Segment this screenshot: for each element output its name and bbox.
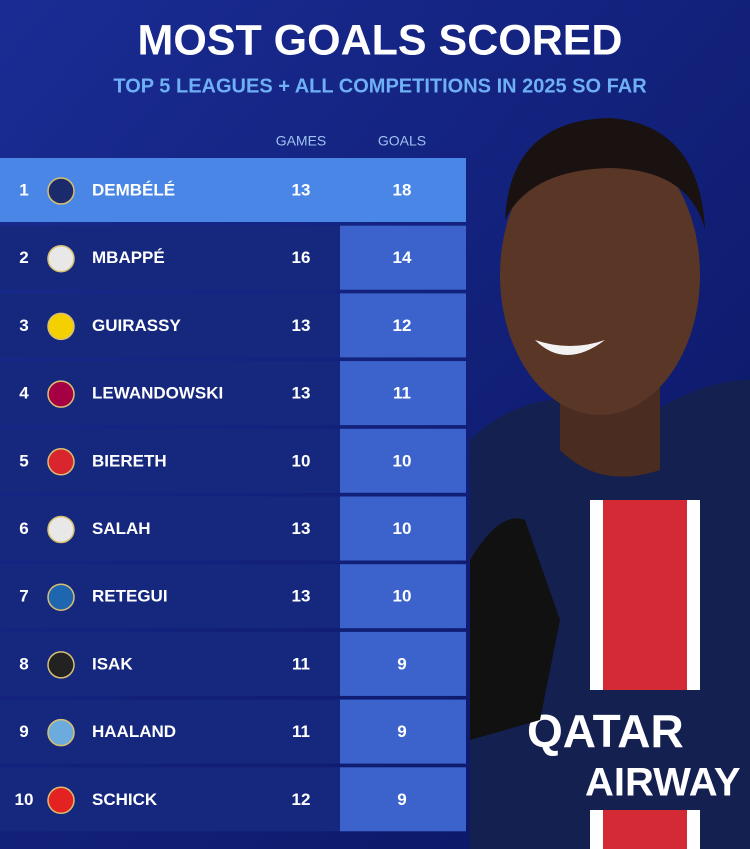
player-name: SCHICK — [92, 790, 158, 809]
shirt-text: QATAR — [527, 705, 684, 757]
player-name: MBAPPÉ — [92, 248, 165, 267]
goals: 9 — [397, 722, 406, 741]
player-name: LEWANDOWSKI — [92, 384, 223, 403]
games: 13 — [292, 180, 311, 199]
player-name: RETEGUI — [92, 587, 168, 606]
player-name: SALAH — [92, 519, 151, 538]
sponsor-band — [520, 690, 750, 810]
player-name: HAALAND — [92, 722, 176, 741]
games: 11 — [292, 654, 310, 673]
rank: 3 — [19, 316, 28, 335]
club-logo — [47, 244, 75, 273]
goals-cell — [340, 631, 466, 696]
games: 13 — [292, 316, 311, 335]
player-name: ISAK — [92, 654, 133, 673]
rank: 8 — [19, 654, 28, 673]
club-logo — [47, 312, 75, 341]
club-logo — [47, 583, 75, 611]
games: 16 — [292, 248, 311, 267]
goals-cell — [340, 428, 466, 493]
goals-cell — [340, 564, 466, 629]
goals: 9 — [397, 790, 406, 809]
goals: 18 — [393, 180, 412, 199]
club-logo — [47, 515, 75, 544]
goals: 9 — [397, 654, 406, 673]
goals-cell — [340, 699, 466, 764]
games: 11 — [292, 722, 310, 741]
goals: 10 — [393, 519, 412, 538]
goals-cell — [340, 293, 466, 358]
rank: 7 — [19, 587, 28, 606]
goals-cell — [340, 496, 466, 561]
title: MOST GOALS SCORED — [138, 16, 623, 64]
player-name: DEMBÉLÉ — [92, 180, 175, 199]
player-photo: QATAR AIRWAY — [470, 118, 750, 849]
player-name: BIERETH — [92, 451, 167, 470]
rank: 2 — [19, 248, 28, 267]
games: 12 — [292, 790, 311, 809]
club-logo — [47, 380, 75, 408]
games: 13 — [292, 519, 311, 538]
goals: 10 — [393, 451, 412, 470]
column-header: GOALS — [378, 133, 426, 149]
rank: 1 — [19, 180, 28, 199]
goals: 11 — [393, 384, 411, 403]
games: 10 — [292, 451, 311, 470]
goals-cell — [340, 767, 466, 832]
smile — [535, 340, 605, 355]
player-name: GUIRASSY — [92, 316, 181, 335]
rank: 10 — [15, 790, 34, 809]
rank: 9 — [19, 722, 28, 741]
row-highlight — [0, 158, 466, 222]
games: 13 — [292, 384, 311, 403]
goals-cell — [340, 225, 466, 290]
club-logo — [47, 177, 75, 205]
club-logo — [47, 448, 75, 476]
club-logo — [47, 718, 75, 747]
goals: 10 — [393, 587, 412, 606]
rank: 6 — [19, 519, 28, 538]
club-logo — [47, 651, 75, 679]
hair — [505, 118, 705, 230]
club-logo — [47, 786, 75, 815]
column-header: GAMES — [276, 133, 327, 149]
games: 13 — [292, 587, 311, 606]
goals: 12 — [393, 316, 412, 335]
rank: 4 — [19, 384, 29, 403]
goals: 14 — [393, 248, 412, 267]
glove — [470, 518, 560, 740]
shirt-text: AIRWAY — [585, 761, 741, 805]
table: 1 DEMBÉLÉ 13 18 2 MBAPPÉ 16 14 3 GUIRASSY 13 12 4 LEW… — [0, 158, 466, 832]
rank: 5 — [19, 451, 28, 470]
goals-cell — [340, 361, 466, 426]
subtitle: TOP 5 LEAGUES + ALL COMPETITIONS IN 2025… — [113, 75, 647, 97]
